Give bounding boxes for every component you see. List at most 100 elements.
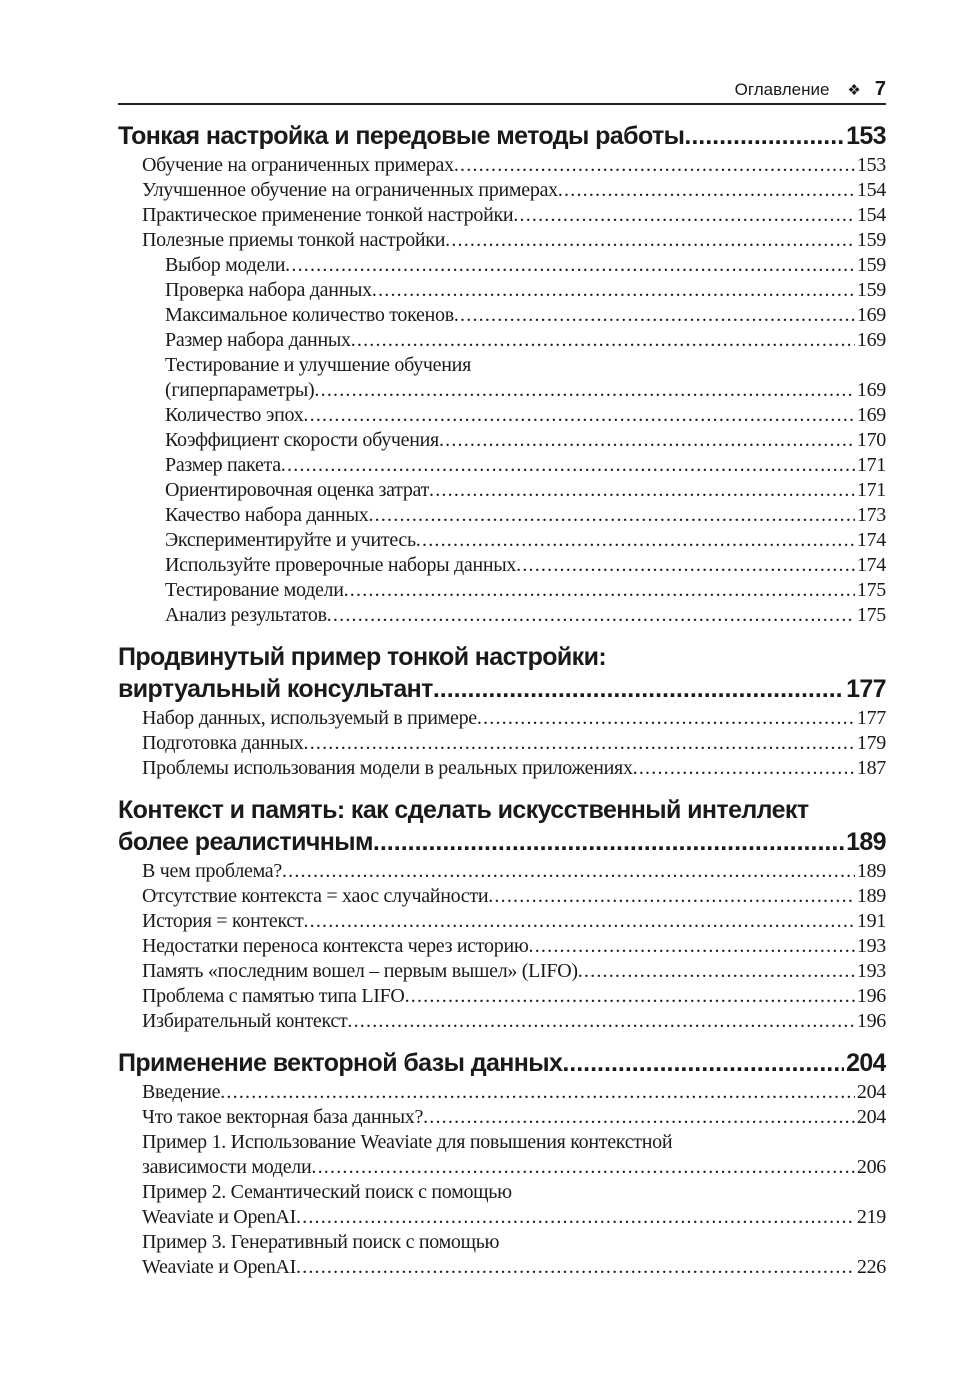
toc-entry[interactable]: Выбор модели 159 — [118, 253, 886, 278]
toc-entry[interactable]: Улучшенное обучение на ограниченных прим… — [118, 178, 886, 203]
page-number: 7 — [874, 78, 886, 100]
dot-leader — [578, 959, 855, 984]
chapter-heading[interactable]: Применение векторной базы данных 204 — [118, 1047, 886, 1079]
dot-leader — [477, 706, 855, 731]
toc-entry-page: 170 — [856, 429, 886, 451]
toc-entry-page: 175 — [856, 604, 886, 626]
dot-leader — [513, 203, 855, 228]
section-title: Оглавление — [734, 79, 830, 99]
dot-leader — [285, 253, 855, 278]
toc-entry[interactable]: История = контекст 191 — [118, 909, 886, 934]
toc-entry-page: 196 — [856, 1010, 886, 1032]
chapter-heading-line: Продвинутый пример тонкой настройки: — [118, 643, 607, 671]
toc-entry-text: Набор данных, используемый в примере — [142, 707, 477, 729]
toc-entry[interactable]: Избирательный контекст 196 — [118, 1009, 886, 1034]
toc-entry[interactable]: Weaviate и OpenAI 226 — [118, 1255, 886, 1280]
toc-entry-page: 154 — [856, 179, 886, 201]
toc-entry[interactable]: Weaviate и OpenAI 219 — [118, 1205, 886, 1230]
toc-entry-line: Тестирование и улучшение обучения — [165, 354, 471, 376]
toc-entry-page: 174 — [856, 554, 886, 576]
toc-entry[interactable]: Используйте проверочные наборы данных 174 — [118, 553, 886, 578]
dot-leader — [439, 428, 855, 453]
toc-entry-text: Отсутствие контекста = хаос случайности — [142, 885, 489, 907]
toc-entry-line: Пример 1. Использование Weaviate для пов… — [142, 1131, 673, 1153]
toc-entry-page: 226 — [856, 1256, 886, 1278]
toc-entry-text: Количество эпох — [165, 404, 304, 426]
chapter-heading[interactable]: виртуальный консультант 177 — [118, 673, 886, 705]
toc-entry-page: 159 — [856, 229, 886, 251]
toc-entry[interactable]: В чем проблема? 189 — [118, 859, 886, 884]
toc-entry-text: Избирательный контекст — [142, 1010, 348, 1032]
toc-entry-page: 206 — [856, 1156, 886, 1178]
toc-entry[interactable]: Тестирование модели 175 — [118, 578, 886, 603]
dot-leader — [445, 228, 855, 253]
toc-entry[interactable]: Отсутствие контекста = хаос случайности 1… — [118, 884, 886, 909]
toc-entry-page: 193 — [856, 960, 886, 982]
toc-entry-line: Пример 2. Семантический поиск с помощью — [142, 1181, 512, 1203]
toc-entry[interactable]: Максимальное количество токенов 169 — [118, 303, 886, 328]
toc-entry[interactable]: Размер пакета 171 — [118, 453, 886, 478]
toc-entry[interactable]: Подготовка данных 179 — [118, 731, 886, 756]
toc-entry[interactable]: Проблема с памятью типа LIFO 196 — [118, 984, 886, 1009]
toc-entry-page: 169 — [856, 404, 886, 426]
toc-entry[interactable]: Проверка набора данных 159 — [118, 278, 886, 303]
toc-entry-page: 175 — [856, 579, 886, 601]
toc-entry[interactable]: Практическое применение тонкой настройки… — [118, 203, 886, 228]
toc-entry[interactable]: Введение 204 — [118, 1080, 886, 1105]
dot-leader — [351, 328, 855, 353]
toc-entry-text: Полезные приемы тонкой настройки — [142, 229, 446, 251]
toc-entry[interactable]: зависимости модели 206 — [118, 1155, 886, 1180]
toc-chapter: Контекст и память: как сделать искусстве… — [118, 794, 886, 1034]
toc-entry[interactable]: Обучение на ограниченных примерах 153 — [118, 153, 886, 178]
toc-entry[interactable]: Размер набора данных 169 — [118, 328, 886, 353]
chapter-heading-page: 204 — [846, 1049, 886, 1077]
toc-entry-text: Проверка набора данных — [165, 279, 372, 301]
chapter-heading-text: виртуальный консультант — [118, 675, 433, 703]
toc-entry-text: Размер набора данных — [165, 329, 351, 351]
dot-leader — [433, 673, 844, 705]
toc-entry-text: Улучшенное обучение на ограниченных прим… — [142, 179, 558, 201]
chapter-heading[interactable]: Тонкая настройка и передовые методы рабо… — [118, 120, 886, 152]
chapter-heading-page: 189 — [846, 828, 886, 856]
toc-entry-page: 153 — [856, 154, 886, 176]
toc-entry-page: 204 — [856, 1081, 886, 1103]
toc-entry-text: Weaviate и OpenAI — [142, 1256, 296, 1278]
dot-leader — [344, 578, 855, 603]
toc-entry[interactable]: Качество набора данных 173 — [118, 503, 886, 528]
toc-entry-page: 189 — [856, 885, 886, 907]
toc-entry[interactable]: Количество эпох 169 — [118, 403, 886, 428]
toc-entry[interactable]: (гиперпараметры) 169 — [118, 378, 886, 403]
dot-leader — [372, 278, 855, 303]
dot-leader — [429, 478, 855, 503]
toc-entry-page: 174 — [856, 529, 886, 551]
toc-entry[interactable]: Память «последним вошел – первым вышел» … — [118, 959, 886, 984]
toc-entry-text: Обучение на ограниченных примерах — [142, 154, 454, 176]
chapter-heading[interactable]: более реалистичным 189 — [118, 826, 886, 858]
ornament-icon: ❖ — [847, 81, 861, 99]
toc-entry-text: Память «последним вошел – первым вышел» … — [142, 960, 578, 982]
toc-entry[interactable]: Набор данных, используемый в примере 177 — [118, 706, 886, 731]
toc-entry-text: Используйте проверочные наборы данных — [165, 554, 517, 576]
toc-entry[interactable]: Коэффициент скорости обучения 170 — [118, 428, 886, 453]
toc-chapter: Тонкая настройка и передовые методы рабо… — [118, 120, 886, 628]
toc-entry[interactable]: Что такое векторная база данных? 204 — [118, 1105, 886, 1130]
toc-entry-text: Weaviate и OpenAI — [142, 1206, 296, 1228]
toc-entry-text: Введение — [142, 1081, 221, 1103]
toc-entry-page: 193 — [856, 935, 886, 957]
toc-entry[interactable]: Полезные приемы тонкой настройки 159 — [118, 228, 886, 253]
toc-entry[interactable]: Недостатки переноса контекста через исто… — [118, 934, 886, 959]
toc-entry[interactable]: Экспериментируйте и учитесь 174 — [118, 528, 886, 553]
toc-entry[interactable]: Ориентировочная оценка затрат 171 — [118, 478, 886, 503]
toc-entry[interactable]: Проблемы использования модели в реальных… — [118, 756, 886, 781]
toc-entry-text: зависимости модели — [142, 1156, 312, 1178]
dot-leader — [220, 1080, 855, 1105]
dot-leader — [281, 453, 855, 478]
dot-leader — [303, 909, 854, 934]
toc-entry-text: Качество набора данных — [165, 504, 369, 526]
toc-entry-page: 219 — [856, 1206, 886, 1228]
table-of-contents: Тонкая настройка и передовые методы рабо… — [118, 120, 886, 1293]
toc-entry-page: 179 — [856, 732, 886, 754]
dot-leader — [303, 403, 854, 428]
toc-entry[interactable]: Анализ результатов 175 — [118, 603, 886, 628]
toc-entry-text: Анализ результатов — [165, 604, 327, 626]
